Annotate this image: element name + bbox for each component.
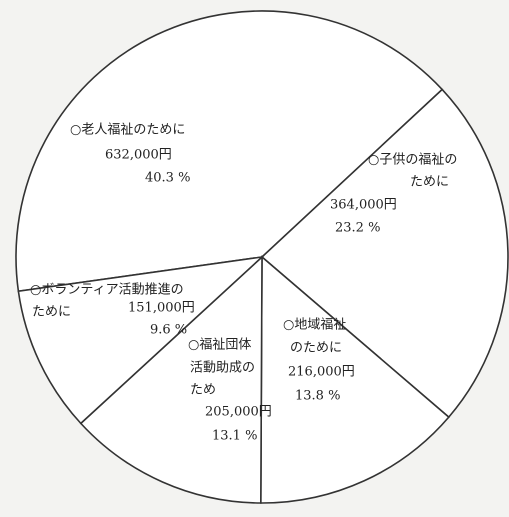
pie-slice bbox=[17, 255, 265, 425]
pie-slice bbox=[260, 88, 509, 419]
value-label: 13.1 % bbox=[212, 429, 257, 444]
slice-amount: 632,000円 bbox=[105, 148, 172, 163]
pie-slice bbox=[79, 255, 263, 504]
value-label: 13.8 % bbox=[295, 389, 340, 404]
pie-slice bbox=[259, 255, 450, 504]
slice-amount: 151,000円 bbox=[128, 301, 195, 316]
slice-label: のために bbox=[290, 341, 342, 356]
slice-label: ために bbox=[410, 175, 449, 190]
value-label: 23.2 % bbox=[335, 221, 380, 236]
slice-label: 活動助成の bbox=[190, 361, 255, 376]
slice-amount: 205,000円 bbox=[205, 405, 272, 420]
slice-label: ○ボランティア活動推進の bbox=[30, 283, 184, 298]
value-label: 40.3 % bbox=[145, 171, 190, 186]
slice-label: ○福祉団体 bbox=[188, 338, 251, 353]
slice-amount: 216,000円 bbox=[288, 365, 355, 380]
slice-label: ため bbox=[190, 383, 216, 398]
slice-label: ○老人福祉のために bbox=[70, 123, 185, 138]
value-label: 9.6 % bbox=[150, 323, 187, 338]
slice-label: ○子供の福祉の bbox=[368, 153, 457, 168]
slice-amount: 364,000円 bbox=[330, 198, 397, 213]
slice-label: ために bbox=[32, 305, 71, 320]
pie-slice bbox=[15, 10, 444, 293]
slice-label: ○地域福祉 bbox=[283, 318, 346, 333]
